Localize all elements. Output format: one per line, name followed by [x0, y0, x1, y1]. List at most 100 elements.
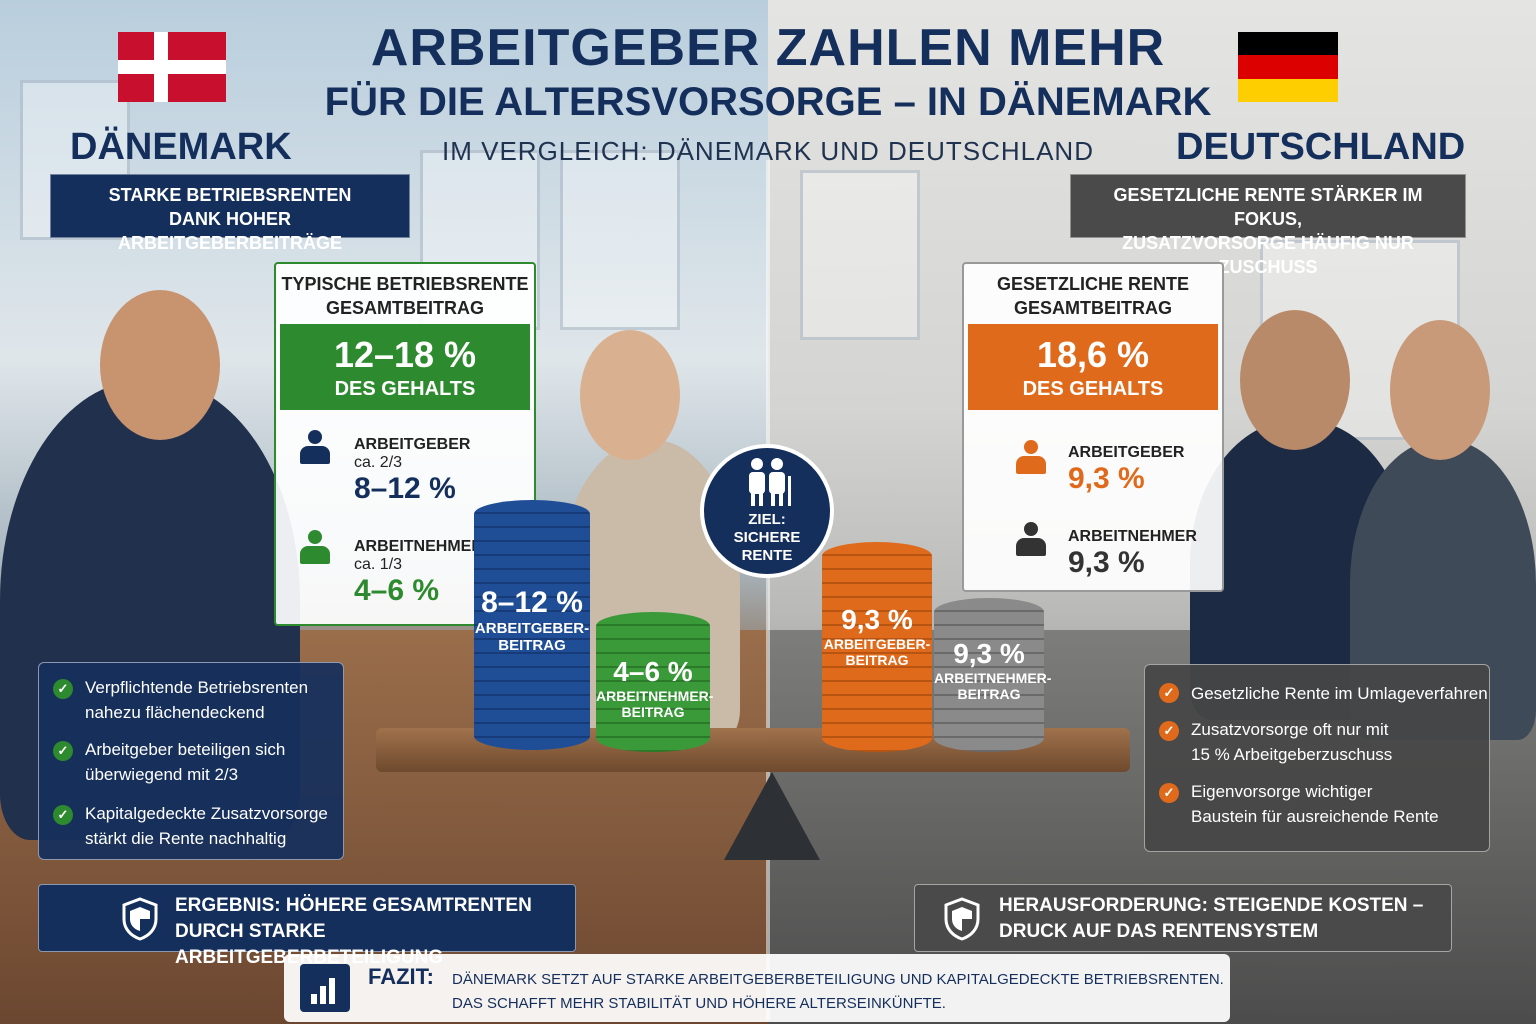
list-item: Gesetzliche Rente im Umlageverfahren [1191, 684, 1488, 703]
bar-chart-icon [300, 964, 350, 1012]
fazit-box: FAZIT: DÄNEMARK SETZT AUF STARKE ARBEITG… [284, 954, 1230, 1022]
window [800, 170, 920, 340]
stack-value: 9,3 % [841, 604, 913, 635]
employer-user-icon [300, 430, 330, 464]
total-box-denmark: 12–18 % DES GEHALTS [280, 324, 530, 410]
balance-scale-fulcrum [724, 772, 820, 860]
stack-label-denmark-employer: 8–12 % ARBEITGEBER- BEITRAG [474, 586, 590, 654]
flag-germany-icon [1238, 32, 1338, 102]
goal-text: SICHERE [733, 529, 801, 546]
result-denmark: ERGEBNIS: HÖHERE GESAMTRENTEN DURCH STARK… [38, 884, 576, 968]
stack-caption: BEITRAG [498, 637, 566, 654]
panel-title: GESETZLICHE RENTE [996, 274, 1189, 294]
role-label: ARBEITGEBER [1068, 444, 1185, 461]
page-subtitle: IM VERGLEICH: DÄNEMARK UND DEUTSCHLAND [442, 136, 1094, 166]
goal-text: RENTE [741, 547, 793, 564]
bullet-list-germany: ✓ Gesetzliche Rente im Umlageverfahren ✓… [1144, 664, 1490, 852]
check-icon: ✓ [53, 741, 73, 761]
shield-icon [944, 897, 980, 941]
stack-caption: ARBEITNEHMER- [934, 670, 1052, 686]
role-share: ca. 2/3 [354, 454, 403, 471]
page-title-line2: FÜR DIE ALTERSVORSORGE – IN DÄNEMARK [324, 80, 1212, 124]
stack-caption: BEITRAG [621, 704, 685, 720]
list-item: Arbeitgeber beteiligen sich überwiegend m… [85, 740, 286, 784]
employee-user-icon [300, 530, 330, 564]
fazit-label: FAZIT: [368, 964, 434, 989]
employee-user-icon [1016, 522, 1046, 556]
check-icon: ✓ [53, 679, 73, 699]
stack-value: 8–12 % [481, 586, 583, 619]
stack-caption: BEITRAG [957, 686, 1021, 702]
man-germany-head [1240, 310, 1350, 450]
stack-denmark-employer [474, 500, 590, 750]
list-item: Zusatzvorsorge oft nur mit 15 % Arbeitgeb… [1191, 720, 1393, 764]
panel-title: TYPISCHE BETRIEBSRENTE [281, 274, 529, 294]
flag-denmark-icon [118, 32, 226, 102]
window [560, 150, 680, 330]
employer-user-icon [1016, 440, 1046, 474]
stack-caption: ARBEITNEHMER- [596, 688, 714, 704]
goal-text: ZIEL: [748, 511, 786, 528]
role-value: 9,3 % [1068, 546, 1145, 579]
employer-denmark: ARBEITGEBER ca. 2/3 8–12 % [354, 436, 470, 506]
stack-label-germany-employee: 9,3 % ARBEITNEHMER- BEITRAG [934, 638, 1052, 702]
list-item: Kapitalgedeckte Zusatzvorsorge stärkt die… [85, 804, 328, 848]
role-value: 4–6 % [354, 574, 440, 607]
stack-label-denmark-employee: 4–6 % ARBEITNEHMER- BEITRAG [596, 656, 714, 720]
stack-caption: ARBEITGEBER- [474, 620, 590, 637]
check-icon: ✓ [1159, 683, 1179, 703]
fazit-text: DÄNEMARK SETZT AUF STARKE ARBEITGEBERBET… [452, 971, 1224, 1012]
total-value: 18,6 % [1036, 334, 1150, 375]
check-icon: ✓ [53, 805, 73, 825]
list-item: Verpflichtende Betriebsrenten nahezu fläc… [85, 678, 309, 722]
role-label: ARBEITGEBER [354, 436, 471, 453]
tagline-line: STARKE BETRIEBSRENTEN [108, 185, 352, 205]
stack-label-germany-employer: 9,3 % ARBEITGEBER- BEITRAG [822, 604, 932, 668]
panel-subtitle: GESAMTBEITRAG [1013, 298, 1172, 318]
panel-denmark: TYPISCHE BETRIEBSRENTE GESAMTBEITRAG 12–… [274, 262, 536, 626]
tagline-germany: GESETZLICHE RENTE STÄRKER IM FOKUS, ZUSA… [1070, 174, 1466, 277]
total-value: 12–18 % [333, 334, 477, 375]
page-title: ARBEITGEBER ZAHLEN MEHR [370, 19, 1166, 77]
bullet-list-denmark: ✓ Verpflichtende Betriebsrenten nahezu fl… [38, 662, 344, 860]
employee-denmark: ARBEITNEHMER ca. 1/3 4–6 % [354, 538, 483, 608]
list-item: Eigenvorsorge wichtiger Baustein für ausr… [1191, 782, 1439, 826]
seniors-icon [749, 458, 791, 506]
stack-caption: ARBEITGEBER- [823, 636, 931, 652]
stack-value: 4–6 % [613, 656, 693, 687]
total-caption: DES GEHALTS [1022, 378, 1164, 400]
tagline-line: ZUSATZVORSORGE HÄUFIG NUR ZUSCHUSS [1122, 233, 1414, 277]
goal-badge: ZIEL: SICHERE RENTE [700, 444, 834, 578]
tagline-denmark: STARKE BETRIEBSRENTEN DANK HOHER ARBEITG… [50, 174, 410, 253]
challenge-text: HERAUSFORDERUNG: STEIGENDE KOSTEN – DRUCK… [999, 895, 1424, 942]
tagline-line: GESETZLICHE RENTE STÄRKER IM FOKUS, [1113, 185, 1423, 229]
role-label: ARBEITNEHMER [354, 538, 483, 555]
total-caption: DES GEHALTS [334, 378, 476, 400]
man-denmark-head [100, 290, 220, 440]
woman-denmark-head [580, 330, 680, 460]
tagline-line: DANK HOHER ARBEITGEBERBEITRÄGE [117, 209, 342, 253]
stack-caption: BEITRAG [845, 652, 909, 668]
stack-germany-employee [934, 598, 1044, 752]
shield-icon [122, 897, 158, 941]
country-denmark: DÄNEMARK [70, 126, 292, 168]
stack-denmark-employee [596, 612, 710, 752]
check-icon: ✓ [1159, 721, 1179, 741]
stack-germany-employer [822, 542, 932, 752]
divider [766, 160, 770, 1020]
check-icon: ✓ [1159, 783, 1179, 803]
employee-germany: ARBEITNEHMER 9,3 % [1068, 528, 1197, 580]
role-label: ARBEITNEHMER [1068, 528, 1197, 545]
challenge-germany: HERAUSFORDERUNG: STEIGENDE KOSTEN – DRUCK… [914, 884, 1452, 952]
role-value: 9,3 % [1068, 462, 1145, 495]
panel-subtitle: GESAMTBEITRAG [325, 298, 484, 318]
woman-germany-head [1390, 320, 1490, 460]
role-share: ca. 1/3 [354, 556, 403, 573]
total-box-germany: 18,6 % DES GEHALTS [968, 324, 1218, 410]
stack-value: 9,3 % [953, 638, 1025, 669]
country-germany: DEUTSCHLAND [1176, 126, 1466, 168]
role-value: 8–12 % [354, 472, 456, 505]
panel-germany: GESETZLICHE RENTE GESAMTBEITRAG 18,6 % D… [962, 262, 1224, 592]
employer-germany: ARBEITGEBER 9,3 % [1068, 444, 1184, 496]
